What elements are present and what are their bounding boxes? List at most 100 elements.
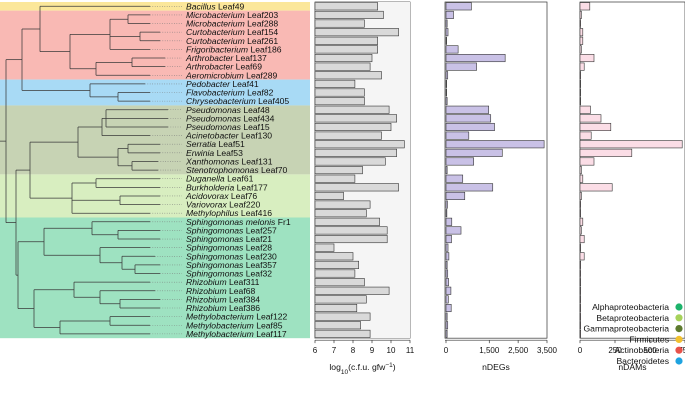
strain-label: Microbacterium Leaf203 xyxy=(186,10,278,20)
cfu-bar xyxy=(314,131,382,140)
ndams-bar xyxy=(579,303,581,313)
ndams-bar xyxy=(579,157,595,166)
ndegs-bar xyxy=(445,321,449,330)
strain-name: Leaf289 xyxy=(244,70,278,80)
ndams-bar xyxy=(579,36,584,45)
strain-label: Variovorax Leaf220 xyxy=(186,200,260,210)
strain-name: Fr1 xyxy=(275,217,290,227)
panel-frame xyxy=(579,1,685,339)
genus-name: Arthrobacter xyxy=(185,62,234,72)
strain-label: Serratia Leaf51 xyxy=(186,139,245,149)
cfu-bar xyxy=(314,226,388,235)
strain-name: Leaf69 xyxy=(233,62,262,72)
cfu-bar xyxy=(314,252,354,261)
genus-name: Methylobacterium xyxy=(186,320,254,330)
strain-name: Leaf122 xyxy=(254,312,288,322)
strain-label: Bacillus Leaf49 xyxy=(186,1,245,11)
legend-label: Gammaproteobacteria xyxy=(583,324,669,334)
ndams-bar xyxy=(579,312,581,321)
ndams-bar xyxy=(579,71,581,80)
strain-name: Leaf288 xyxy=(245,19,279,29)
ndams-bar xyxy=(579,286,581,295)
x-tick-label: 0 xyxy=(444,346,449,355)
legend: AlphaproteobacteriaBetaproteobacteriaGam… xyxy=(583,302,683,366)
ndegs-bar xyxy=(445,79,447,88)
strain-name: Leaf131 xyxy=(239,156,273,166)
strain-name: Leaf311 xyxy=(227,277,260,287)
strain-label: Rhizobium Leaf384 xyxy=(186,294,260,304)
ndams-bar xyxy=(579,321,581,330)
strain-name: Leaf257 xyxy=(243,225,277,235)
strain-label: Methylophilus Leaf416 xyxy=(186,208,272,218)
ndegs-bar xyxy=(445,286,452,295)
genus-name: Flavobacterium xyxy=(186,88,245,98)
ndegs-bar xyxy=(445,243,449,252)
ndams-bar xyxy=(579,200,581,209)
ndegs-bar xyxy=(445,269,449,278)
ndegs-bar xyxy=(445,36,447,45)
strain-name: Leaf384 xyxy=(227,294,261,304)
cfu-bar xyxy=(314,278,365,287)
genus-name: Pseudomonas xyxy=(186,122,242,132)
strain-label: Arthrobacter Leaf137 xyxy=(185,53,267,63)
x-tick-label: 0 xyxy=(578,346,583,355)
ndams-bar xyxy=(579,62,585,71)
legend-label: Bacteroidetes xyxy=(616,356,669,366)
genus-name: Sphingomonas xyxy=(186,225,244,235)
cfu-bar xyxy=(314,97,365,106)
x-tick-label: 3,500 xyxy=(537,346,558,355)
strain-label: Sphingomonas melonis Fr1 xyxy=(186,217,291,227)
cfu-bar xyxy=(314,114,397,123)
strain-label: Methylobacterium Leaf85 xyxy=(186,320,283,330)
strain-name: Leaf15 xyxy=(241,122,270,132)
strain-name: Leaf82 xyxy=(245,88,274,98)
ndegs-bar xyxy=(445,131,470,140)
strain-label: Rhizobium Leaf68 xyxy=(186,286,256,296)
x-tick-label: 8 xyxy=(351,346,356,355)
strain-name: Leaf76 xyxy=(229,191,258,201)
legend-label: Alphaproteobacteria xyxy=(592,302,669,312)
legend-swatch xyxy=(675,314,683,322)
strain-name: Leaf51 xyxy=(216,139,245,149)
cfu-bar xyxy=(314,140,405,149)
strain-label: Methylobacterium Leaf122 xyxy=(186,312,288,322)
ndegs-bar xyxy=(445,114,492,123)
genus-name: Methylobacterium xyxy=(186,312,254,322)
ndams-bar xyxy=(579,10,582,19)
genus-name: Bacillus xyxy=(186,1,216,11)
ndams-bar xyxy=(579,28,584,37)
ndegs-bar xyxy=(445,278,449,287)
genus-name: Stenotrophomonas xyxy=(186,165,259,175)
ndegs-bar xyxy=(445,252,450,261)
ndegs-bar xyxy=(445,28,449,37)
ndegs-bar xyxy=(445,191,466,200)
strain-label: Flavobacterium Leaf82 xyxy=(186,88,274,98)
strain-label: Sphingomonas Leaf32 xyxy=(186,269,272,279)
strain-name: Leaf61 xyxy=(225,174,254,184)
ndegs-bar xyxy=(445,329,448,338)
genus-name: Sphingomonas xyxy=(186,234,244,244)
x-tick-label: 9 xyxy=(370,346,375,355)
cfu-bar xyxy=(314,148,397,157)
strain-name: Leaf117 xyxy=(254,329,287,339)
strain-label: Erwinia Leaf53 xyxy=(186,148,243,158)
cfu-bar xyxy=(314,303,358,313)
strain-label: Stenotrophomonas Leaf70 xyxy=(186,165,288,175)
strain-label: Acinetobacter Leaf130 xyxy=(185,131,272,141)
genus-name: Methylophilus xyxy=(186,208,239,218)
strain-label: Rhizobium Leaf311 xyxy=(186,277,260,287)
strain-name: Leaf28 xyxy=(243,243,272,253)
genus-name: Sphingomonas xyxy=(186,260,244,270)
strain-name: Leaf48 xyxy=(241,105,270,115)
x-axis-label-part: ) xyxy=(393,362,396,372)
legend-label: Actinobacteria xyxy=(615,345,670,355)
strain-label: Sphingomonas Leaf28 xyxy=(186,243,272,253)
ndams-bar xyxy=(579,209,581,218)
ndams-bar xyxy=(579,97,581,106)
legend-swatch xyxy=(675,335,683,343)
cfu-bar xyxy=(314,243,335,252)
strain-label: Curtobacterium Leaf154 xyxy=(186,27,278,37)
strain-label: Arthrobacter Leaf69 xyxy=(185,62,262,72)
ndams-bar xyxy=(579,295,581,304)
